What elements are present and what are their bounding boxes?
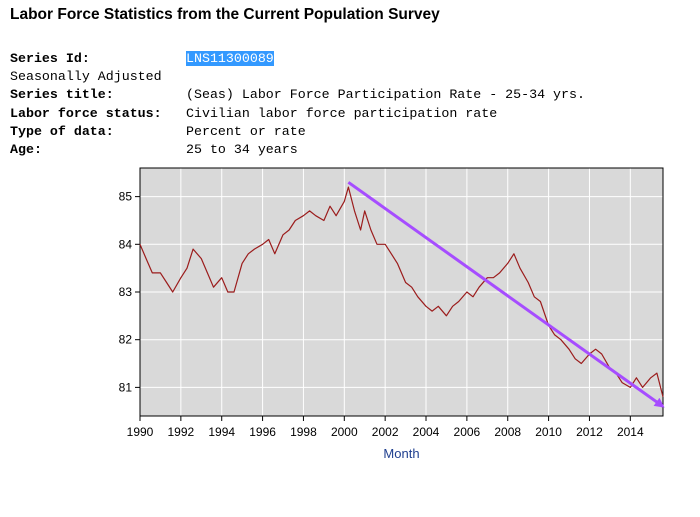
age-row: Age: 25 to 34 years — [10, 141, 585, 159]
age-label: Age: — [10, 141, 42, 157]
x-tick-label: 1992 — [168, 425, 195, 439]
x-tick-label: 2002 — [372, 425, 399, 439]
x-tick-label: 2000 — [331, 425, 358, 439]
annotation-layer — [347, 181, 665, 408]
series-layer — [139, 186, 664, 398]
labor-force-status-value: Civilian labor force participation rate — [186, 105, 498, 121]
x-tick-label: 2012 — [576, 425, 603, 439]
series-title-value: (Seas) Labor Force Participation Rate - … — [186, 87, 585, 103]
series-id-label: Series Id: — [10, 51, 90, 66]
type-of-data-row: Type of data: Percent or rate — [10, 123, 585, 141]
labor-force-status-label: Labor force status: — [10, 105, 162, 121]
y-tick-label: 83 — [119, 285, 133, 299]
y-tick-label: 84 — [119, 237, 133, 251]
x-tick-label: 1998 — [290, 425, 317, 439]
labor-force-status-row: Labor force status: Civilian labor force … — [10, 105, 585, 123]
series-title-label: Series title: — [10, 87, 114, 103]
x-tick-label: 1996 — [249, 425, 276, 439]
grid-lines — [139, 168, 663, 416]
series-line-0 — [139, 186, 664, 398]
trend-arrow — [347, 181, 665, 408]
x-tick-label: 1990 — [127, 425, 154, 439]
page-title: Labor Force Statistics from the Current … — [10, 6, 440, 23]
y-tick-label: 82 — [119, 333, 133, 347]
series-id-value[interactable]: LNS11300089 — [186, 51, 274, 66]
x-tick-label: 2010 — [535, 425, 562, 439]
x-tick-label: 1994 — [208, 425, 235, 439]
axes: 1990 1992 1994 1996 1998 2000 2002 2004 2006 2008… — [119, 167, 664, 439]
x-tick-label: 2006 — [454, 425, 481, 439]
type-of-data-value: Percent or rate — [186, 123, 306, 139]
series-id-row: Series Id: LNS11300089 — [10, 50, 585, 68]
x-tick-label: 2008 — [494, 425, 521, 439]
y-tick-label: 81 — [119, 380, 133, 394]
seasonal-adjustment-text: Seasonally Adjusted — [10, 69, 162, 85]
seasonal-row: Seasonally Adjusted — [10, 68, 585, 86]
x-axis-label: Month — [383, 446, 419, 461]
y-tick-label: 85 — [119, 190, 133, 204]
type-of-data-label: Type of data: — [10, 123, 114, 139]
plot-border — [139, 167, 664, 417]
x-tick-label: 2004 — [413, 425, 440, 439]
age-value: 25 to 34 years — [186, 141, 298, 157]
series-metadata: Series Id: LNS11300089 Seasonally Adjuste… — [10, 50, 585, 159]
series-title-row: Series title: (Seas) Labor Force Particip… — [10, 86, 585, 104]
x-tick-label: 2014 — [617, 425, 644, 439]
